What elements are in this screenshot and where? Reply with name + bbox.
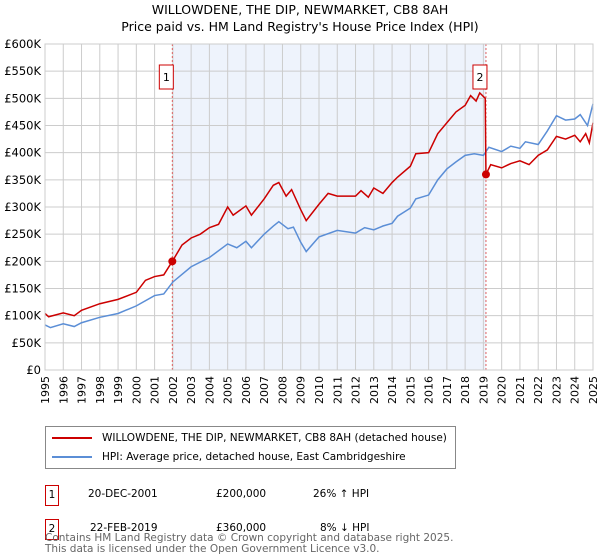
sale-point xyxy=(481,170,490,179)
chart-subtitle: Price paid vs. HM Land Registry's House … xyxy=(121,19,479,34)
y-tick-label: £400K xyxy=(4,146,41,160)
x-tick-label: 2012 xyxy=(350,376,363,404)
transaction-price: £200,000 xyxy=(216,488,267,500)
y-tick-label: £500K xyxy=(4,91,41,105)
marker-badge: 1 xyxy=(45,485,59,506)
y-tick-label: £200K xyxy=(4,254,41,268)
x-tick-label: 2009 xyxy=(295,376,308,404)
legend-hpi: HPI: Average price, detached house, East… xyxy=(102,451,406,463)
x-tick-label: 2017 xyxy=(441,376,454,404)
x-tick-label: 2024 xyxy=(569,376,582,404)
x-tick-label: 1997 xyxy=(76,376,89,404)
x-tick-label: 2018 xyxy=(459,376,472,404)
transaction-row: 2 22-FEB-2019 £360,000 8% ↓ HPI xyxy=(45,519,445,540)
transaction-row: 1 20-DEC-2001 £200,000 26% ↑ HPI xyxy=(45,485,445,506)
x-tick-label: 2007 xyxy=(258,376,271,404)
x-tick-label: 2021 xyxy=(514,376,527,404)
sale-badge-label: 1 xyxy=(163,71,170,84)
legend: WILLOWDENE, THE DIP, NEWMARKET, CB8 8AH … xyxy=(45,426,456,469)
y-tick-label: £100K xyxy=(4,309,41,323)
transaction-date: 22-FEB-2019 xyxy=(90,522,158,534)
x-tick-label: 2019 xyxy=(477,376,490,404)
x-tick-label: 2000 xyxy=(130,376,143,404)
sale-badge xyxy=(158,64,174,90)
sale-badge xyxy=(472,64,488,90)
x-tick-label: 2022 xyxy=(532,376,545,404)
legend-property: WILLOWDENE, THE DIP, NEWMARKET, CB8 8AH … xyxy=(102,432,447,444)
x-tick-label: 2010 xyxy=(313,376,326,404)
transaction-date: 20-DEC-2001 xyxy=(88,488,158,500)
x-tick-label: 1995 xyxy=(39,376,52,404)
x-tick-label: 2020 xyxy=(496,376,509,404)
x-tick-label: 2004 xyxy=(203,376,216,404)
x-tick-label: 1999 xyxy=(112,376,125,404)
transaction-hpi: 8% ↓ HPI xyxy=(320,522,370,534)
x-tick-label: 2013 xyxy=(368,376,381,404)
property-price-line xyxy=(44,91,594,318)
chart-title: WILLOWDENE, THE DIP, NEWMARKET, CB8 8AH xyxy=(151,2,449,17)
footer-copyright: Contains HM Land Registry data © Crown c… xyxy=(45,532,454,544)
x-tick-label: 2005 xyxy=(222,376,235,404)
x-tick-label: 2016 xyxy=(423,376,436,404)
legend-blue-swatch xyxy=(52,456,92,458)
y-tick-label: £550K xyxy=(4,64,41,78)
x-tick-label: 1996 xyxy=(57,376,70,404)
hpi-line xyxy=(44,103,594,329)
transaction-price: £360,000 xyxy=(216,522,267,534)
marker-badge: 2 xyxy=(45,519,59,540)
footer: Contains HM Land Registry data © Crown c… xyxy=(45,533,453,554)
x-tick-label: 2023 xyxy=(550,376,563,404)
y-tick-label: £450K xyxy=(4,119,41,133)
x-tick-label: 2015 xyxy=(404,376,417,404)
x-tick-label: 2014 xyxy=(386,376,399,404)
x-tick-label: 2008 xyxy=(276,376,289,404)
x-tick-label: 1998 xyxy=(94,376,107,404)
y-tick-label: £250K xyxy=(4,227,41,241)
y-tick-label: £600K xyxy=(4,37,41,51)
y-tick-label: £50K xyxy=(12,336,42,350)
sale-badge-label: 2 xyxy=(476,71,483,84)
transaction-hpi: 26% ↑ HPI xyxy=(313,488,370,500)
sale-point xyxy=(168,257,177,266)
legend-red-swatch xyxy=(52,437,92,439)
price-chart: £0 £50K £100K £150K £200K £250K £300K £350K £400… xyxy=(4,37,600,404)
x-tick-label: 2025 xyxy=(587,376,600,404)
x-tick-label: 2002 xyxy=(167,376,180,404)
y-tick-label: £0 xyxy=(26,363,41,377)
x-tick-label: 2006 xyxy=(240,376,253,404)
footer-licence: This data is licensed under the Open Gov… xyxy=(45,542,380,555)
x-tick-label: 2011 xyxy=(331,376,344,404)
plot-border xyxy=(44,43,594,371)
x-tick-label: 2003 xyxy=(185,376,198,404)
y-tick-label: £350K xyxy=(4,173,41,187)
y-tick-label: £150K xyxy=(4,282,41,296)
x-tick-label: 2001 xyxy=(149,376,162,404)
y-tick-label: £300K xyxy=(4,200,41,214)
